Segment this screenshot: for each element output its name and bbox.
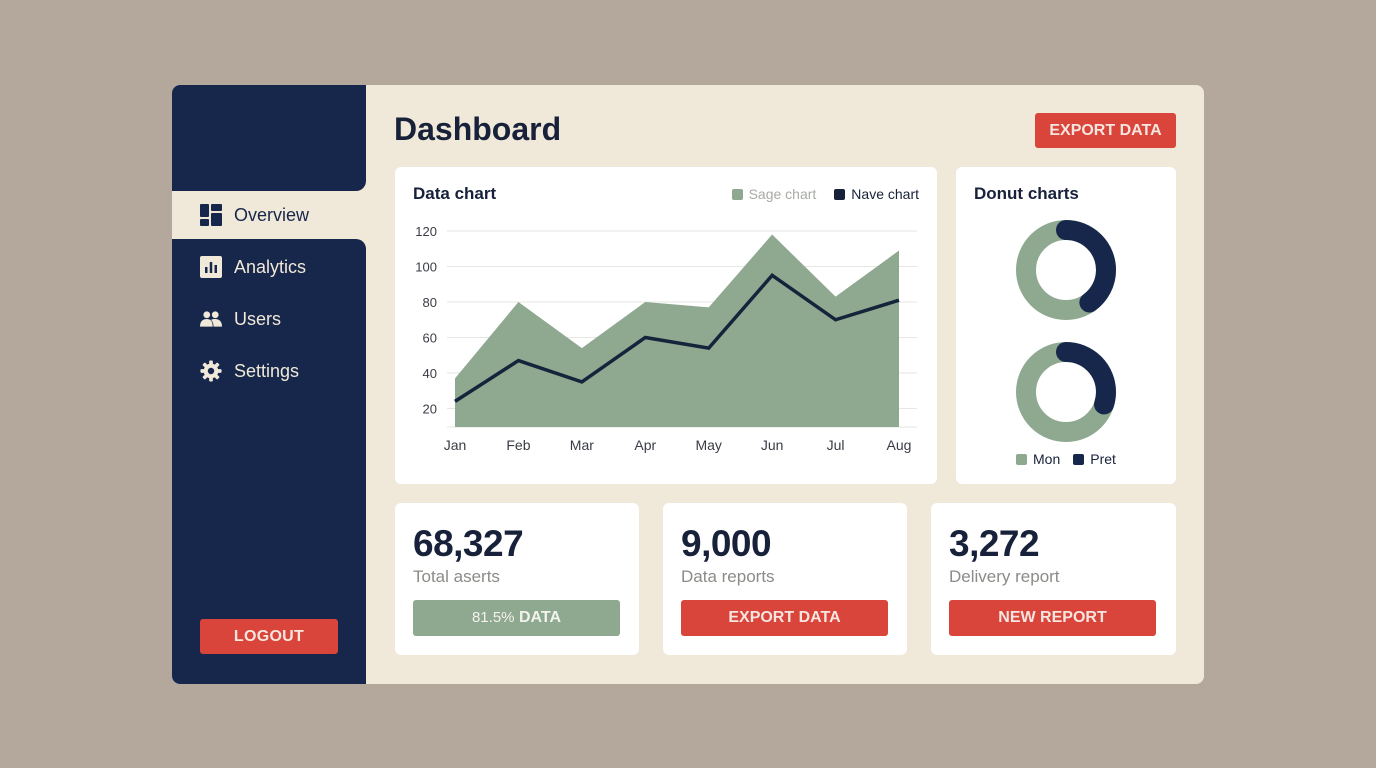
stat-card-data-reports: 9,000 Data reports EXPORT DATA	[663, 503, 907, 655]
chart-legend: Sage chart Nave chart	[714, 186, 919, 202]
gear-icon	[200, 360, 222, 382]
data-progress-button[interactable]: 81.5% DATA	[413, 600, 620, 636]
svg-text:Jan: Jan	[444, 437, 467, 453]
legend-label: Nave chart	[851, 186, 919, 202]
svg-text:Aug: Aug	[887, 437, 912, 453]
users-icon	[200, 308, 222, 330]
svg-text:100: 100	[415, 260, 437, 275]
legend-swatch-navy	[834, 188, 846, 200]
sidebar-item-label: Settings	[234, 360, 300, 381]
svg-text:20: 20	[423, 402, 437, 417]
dashboard-icon	[200, 204, 222, 226]
new-report-button[interactable]: NEW REPORT	[949, 600, 1156, 636]
legend-item-mon: Mon	[1016, 451, 1060, 467]
svg-text:40: 40	[423, 366, 437, 381]
stat-label: Data reports	[681, 567, 775, 586]
legend-item-sage: Sage chart	[731, 186, 817, 202]
svg-text:Mar: Mar	[570, 437, 594, 453]
sidebar-header	[172, 85, 366, 191]
stat-value: 3,272	[949, 523, 1040, 564]
donut-chart-card: Donut charts Mon Pret	[956, 167, 1176, 484]
sidebar-item-settings[interactable]: Settings	[172, 347, 366, 395]
svg-text:Apr: Apr	[634, 437, 656, 453]
donut-legend: Mon Pret	[1016, 451, 1116, 467]
donut-charts	[1016, 220, 1116, 442]
stat-value: 9,000	[681, 523, 772, 564]
progress-label: DATA	[518, 609, 562, 626]
page-title: Dashboard	[394, 111, 562, 147]
sidebar: Overview Analytics	[172, 85, 366, 684]
export-data-button[interactable]: EXPORT DATA	[1035, 113, 1176, 148]
svg-text:60: 60	[423, 331, 437, 346]
svg-text:80: 80	[423, 295, 437, 310]
donut-chart-title: Donut charts	[974, 184, 1079, 203]
svg-text:Feb: Feb	[506, 437, 530, 453]
dashboard-window: Overview Analytics	[172, 85, 1204, 684]
legend-item-pret: Pret	[1073, 451, 1116, 467]
data-chart-card: Data chart Sage chart Nave chart 20 40 60 8…	[395, 167, 937, 484]
svg-text:Jun: Jun	[761, 437, 784, 453]
stat-value: 68,327	[413, 523, 524, 564]
sidebar-item-label: Users	[234, 308, 282, 329]
stat-label: Delivery report	[949, 567, 1060, 586]
stat-card-total-asserts: 68,327 Total aserts 81.5% DATA	[395, 503, 639, 655]
legend-label: Pret	[1090, 451, 1116, 467]
export-data-card-button[interactable]: EXPORT DATA	[681, 600, 888, 636]
progress-percent: 81.5%	[471, 609, 515, 626]
sidebar-item-label: Overview	[234, 204, 310, 225]
legend-swatch-sage	[731, 188, 743, 200]
svg-text:Jul: Jul	[827, 437, 845, 453]
legend-label: Mon	[1033, 451, 1061, 467]
bar-chart-icon	[200, 256, 222, 278]
sage-area-series	[455, 234, 899, 427]
stat-card-delivery-report: 3,272 Delivery report NEW REPORT	[931, 503, 1176, 655]
area-chart: 20 40 60 80 100 120 Jan Feb Mar Apr May Jun Jul Aug	[415, 224, 917, 453]
legend-label: Sage chart	[748, 186, 817, 202]
svg-text:May: May	[695, 437, 721, 453]
stat-label: Total aserts	[413, 567, 500, 586]
legend-swatch-pret	[1073, 453, 1085, 465]
navy-line-series	[454, 273, 900, 403]
sidebar-item-users[interactable]: Users	[172, 295, 366, 343]
donut-pret-arc	[1016, 220, 1116, 320]
legend-swatch-mon	[1016, 453, 1027, 465]
donut-pret-arc	[1016, 342, 1116, 442]
sidebar-item-label: Analytics	[234, 256, 307, 277]
data-chart-title: Data chart	[413, 184, 497, 203]
svg-text:120: 120	[415, 224, 437, 239]
sidebar-item-analytics[interactable]: Analytics	[172, 243, 366, 291]
legend-item-navy: Nave chart	[834, 186, 919, 202]
sidebar-item-overview[interactable]: Overview	[172, 191, 366, 239]
logout-button[interactable]: LOGOUT	[200, 619, 338, 654]
